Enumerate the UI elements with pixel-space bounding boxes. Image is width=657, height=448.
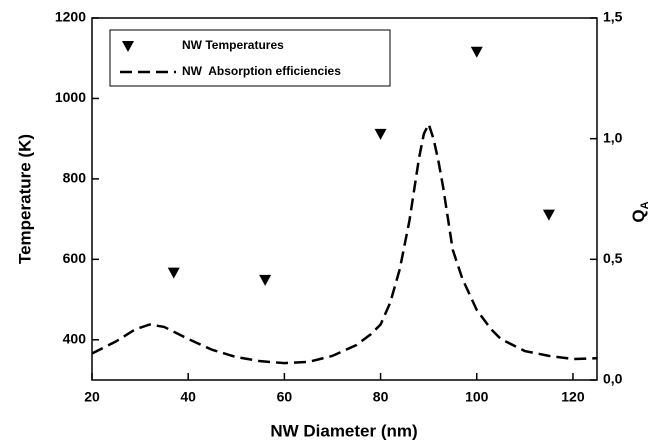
temperature-marker [470,46,483,58]
temperature-marker [542,209,555,221]
x-tick-label: 40 [180,389,196,405]
temperature-marker [259,274,272,286]
y2-axis-label-main: Q [629,209,648,222]
x-axis-label: NW Diameter (nm) [270,421,417,440]
y-tick-label: 600 [63,250,87,266]
y2-tick-label: 1,5 [603,9,623,25]
x-tick-label: 100 [465,389,489,405]
y-tick-label: 1000 [55,89,86,105]
legend-label: NW Absorption efficiencies [182,64,341,78]
temperature-marker [167,267,180,279]
x-tick-label: 120 [561,389,585,405]
absorption-curve [91,120,598,365]
x-tick-label: 80 [373,389,389,405]
y-tick-label: 1200 [55,9,86,25]
y2-axis-label-sub: A [639,201,651,209]
legend-box [109,29,391,87]
y-tick-label: 400 [63,330,87,346]
x-tick-label: 60 [277,389,293,405]
y2-axis-label: QA [629,201,650,222]
y2-tick-label: 1,0 [603,129,623,145]
y2-tick-label: 0,0 [603,371,623,387]
y-axis-label: Temperature (K) [15,134,34,264]
legend-label: NW Temperatures [182,38,284,52]
y2-tick-label: 0,5 [603,250,623,266]
x-tick-label: 20 [84,389,100,405]
y-tick-label: 800 [63,170,87,186]
temperature-marker [374,128,387,140]
plot-frame [91,17,598,381]
legend-marker [122,41,134,52]
